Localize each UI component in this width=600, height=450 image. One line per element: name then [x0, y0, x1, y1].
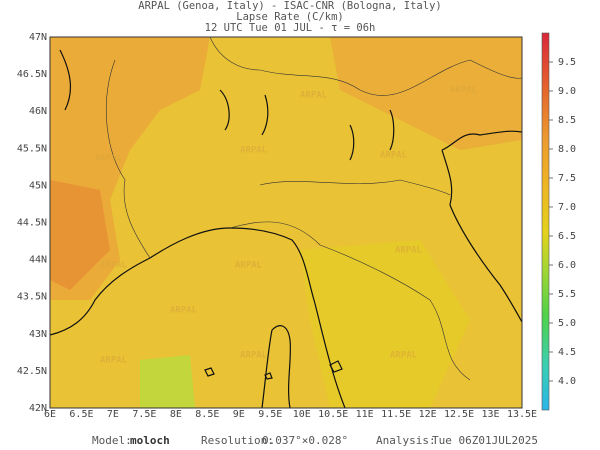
footer-value: 0.037°×0.028° [262, 434, 348, 447]
lon-label: 13.5E [507, 409, 537, 420]
footer-value: Tue 06Z01JUL2025 [432, 434, 538, 447]
lat-label: 45.5N [17, 143, 47, 154]
colorbar-label: 7.0 [558, 202, 576, 213]
lat-label: 44.5N [17, 218, 47, 229]
colorbar-label: 5.0 [558, 318, 576, 329]
lon-label: 7E [107, 409, 119, 420]
watermark: ARPAL [170, 306, 198, 316]
lon-label: 10E [293, 409, 311, 420]
lon-label: 12E [419, 409, 437, 420]
lon-label: 13E [482, 409, 500, 420]
coastline [149, 227, 346, 409]
colorbar-label: 8.5 [558, 115, 576, 126]
lat-label: 47N [29, 32, 47, 43]
field-patch [50, 180, 110, 290]
colorbar-label: 6.5 [558, 231, 576, 242]
lake [59, 49, 395, 161]
lon-label: 8E [170, 409, 182, 420]
colorbar [541, 32, 550, 411]
lon-label: 8.5E [195, 409, 219, 420]
coastline [49, 257, 151, 336]
island [204, 360, 343, 380]
coastline [441, 130, 523, 323]
header-line: 12 UTC Tue 01 JUL - τ = 06h [205, 22, 376, 34]
map [49, 36, 523, 409]
lat-label: 43.5N [17, 292, 47, 303]
footer-label: Resolution: [201, 434, 274, 447]
colorbar-label: 4.0 [558, 376, 576, 387]
map-frame [49, 36, 523, 409]
lon-label: 6.5E [69, 409, 93, 420]
lon-label: 11E [356, 409, 374, 420]
footer-label: Analysis: [376, 434, 436, 447]
lon-label: 9E [233, 409, 245, 420]
lon-label: 11.5E [381, 409, 411, 420]
lat-label: 42N [29, 403, 47, 414]
lon-label: 12.5E [444, 409, 474, 420]
coastline [261, 325, 291, 409]
colorbar-label: 9.5 [558, 57, 576, 68]
lat-label: 44N [29, 255, 47, 266]
watermark: ARPAL [300, 91, 328, 101]
header-line: ARPAL (Genoa, Italy) - ISAC-CNR (Bologna… [138, 0, 441, 12]
field-patch [140, 355, 195, 408]
watermark: ARPAL [100, 356, 128, 366]
colorbar-label: 8.0 [558, 144, 576, 155]
lat-label: 42.5N [17, 366, 47, 377]
watermark: ARPAL [100, 261, 128, 271]
watermark: ARPAL [450, 86, 478, 96]
field-patch [330, 37, 522, 150]
header-line: Lapse Rate (C/km) [236, 11, 343, 23]
lon-label: 7.5E [132, 409, 156, 420]
watermark: ARPAL [95, 154, 123, 164]
lat-label: 46N [29, 106, 47, 117]
watermark: ARPAL [380, 151, 408, 161]
watermark: ARPAL [395, 246, 423, 256]
watermark: ARPAL [240, 146, 268, 156]
border [229, 179, 471, 381]
colorbar-label: 9.0 [558, 86, 576, 97]
lat-label: 43N [29, 329, 47, 340]
watermark: ARPAL [240, 351, 268, 361]
border [209, 36, 523, 96]
lat-label: 45N [29, 180, 47, 191]
lat-label: 46.5N [17, 69, 47, 80]
footer-value: moloch [130, 434, 170, 447]
footer-label: Model: [92, 434, 132, 447]
border [106, 59, 151, 259]
watermark: ARPAL [390, 351, 418, 361]
watermark: ARPAL [235, 261, 263, 271]
lon-label: 6E [44, 409, 56, 420]
lon-label: 9.5E [258, 409, 282, 420]
field-patch [300, 240, 470, 408]
colorbar-label: 6.0 [558, 260, 576, 271]
colorbar-label: 7.5 [558, 173, 576, 184]
colorbar-label: 4.5 [558, 347, 576, 358]
colorbar-label: 5.5 [558, 289, 576, 300]
lon-label: 10.5E [318, 409, 348, 420]
